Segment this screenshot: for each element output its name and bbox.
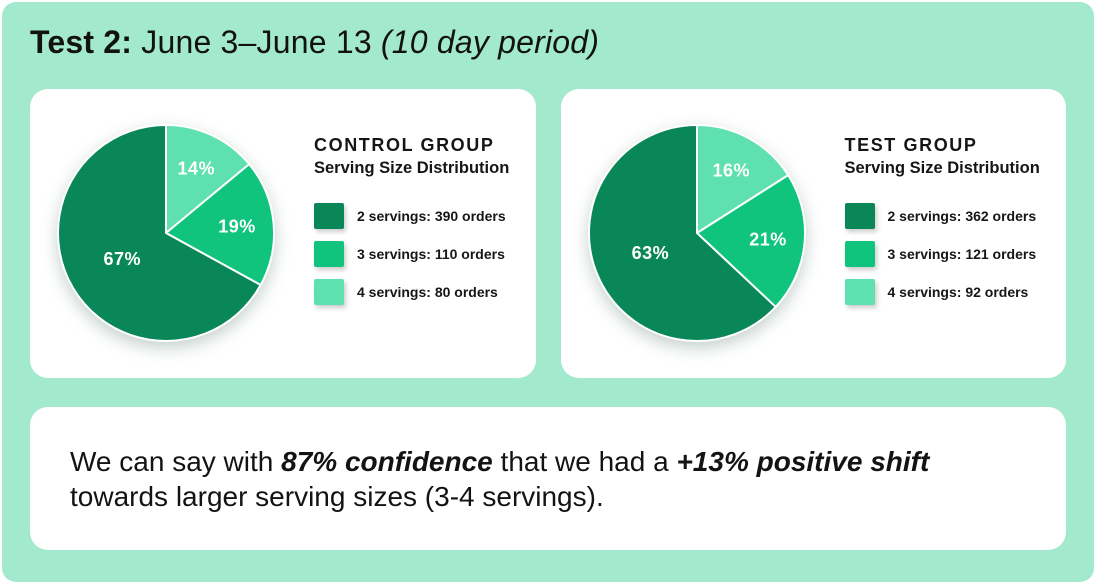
legend-items: 2 servings: 362 orders 3 servings: 121 o…: [844, 203, 1040, 305]
pie-slice-2-servings: [57, 124, 262, 342]
summary-card: We can say with 87% confidence that we h…: [30, 407, 1066, 550]
title-date-range: June 3–June 13: [132, 24, 381, 60]
summary-confidence-value: 87% confidence: [281, 445, 493, 477]
legend-item-4-servings: 4 servings: 92 orders: [844, 279, 1040, 305]
legend-group-title: CONTROL GROUP: [314, 135, 495, 155]
summary-text: We can say with 87% confidence that we h…: [70, 444, 975, 514]
legend-label: 4 servings: 80 orders: [357, 284, 498, 300]
pie-slice-3-servings: [695, 174, 806, 308]
legend-item-2-servings: 2 servings: 362 orders: [844, 203, 1040, 229]
pie-slice-2-servings: [587, 124, 777, 342]
summary-segment: towards larger serving sizes (3-4 servin…: [70, 480, 604, 512]
legend-swatch-dark-green: [314, 203, 344, 229]
legend-subtitle: Serving Size Distribution: [314, 159, 510, 177]
title-test-label: Test 2:: [30, 24, 133, 60]
pie-slice-percent-label: 67%: [104, 249, 142, 269]
legend-subtitle: Serving Size Distribution: [844, 159, 1040, 177]
legend-item-4-servings: 4 servings: 80 orders: [314, 279, 509, 305]
legend-swatch-medium-green: [314, 241, 344, 267]
legend-label: 4 servings: 92 orders: [887, 284, 1029, 300]
summary-segment: We can say with: [70, 445, 282, 477]
legend-item-3-servings: 3 servings: 121 orders: [844, 241, 1040, 267]
pie-slice-percent-label: 21%: [749, 230, 787, 250]
pie-slice-percent-label: 19%: [218, 216, 256, 236]
test-pie-chart: 16% 21% 63%: [587, 124, 806, 342]
pie-slice-3-servings: [165, 163, 275, 287]
control-pie-chart: 14% 19% 67%: [57, 124, 275, 342]
pie-slice-4-servings: [695, 124, 789, 234]
legend-swatch-medium-green: [844, 241, 875, 267]
control-group-card: 14% 19% 67% CONTROL GROUP Serving Size Dis…: [30, 89, 536, 378]
charts-row: 14% 19% 67% CONTROL GROUP Serving Size Dis…: [30, 89, 1066, 378]
pie-slice-percent-label: 63%: [631, 243, 669, 263]
test-legend: TEST GROUP Serving Size Distribution 2 s…: [844, 135, 1040, 317]
pie-slice-percent-label: 14%: [178, 159, 216, 179]
legend-label: 3 servings: 121 orders: [887, 246, 1037, 262]
legend-items: 2 servings: 390 orders 3 servings: 110 o…: [314, 203, 509, 305]
legend-swatch-light-green: [314, 279, 344, 305]
legend-swatch-light-green: [844, 279, 875, 305]
summary-segment: that we had a: [492, 445, 677, 477]
legend-label: 3 servings: 110 orders: [357, 246, 505, 262]
title-period-note: (10 day period): [380, 24, 600, 60]
page-title: Test 2: June 3–June 13 (10 day period): [30, 24, 1066, 61]
summary-shift-value: +13% positive shift: [676, 445, 930, 477]
legend-item-3-servings: 3 servings: 110 orders: [314, 241, 509, 267]
legend-group-title: TEST GROUP: [844, 135, 978, 155]
pie-slice-4-servings: [165, 124, 251, 234]
legend-label: 2 servings: 390 orders: [357, 208, 506, 224]
pie-slice-percent-label: 16%: [712, 161, 750, 181]
control-legend: CONTROL GROUP Serving Size Distribution …: [314, 135, 509, 317]
legend-swatch-dark-green: [844, 203, 875, 229]
legend-label: 2 servings: 362 orders: [887, 208, 1037, 224]
test-group-card: 16% 21% 63% TEST GROUP Serving Size Distri…: [560, 89, 1066, 378]
legend-item-2-servings: 2 servings: 390 orders: [314, 203, 509, 229]
